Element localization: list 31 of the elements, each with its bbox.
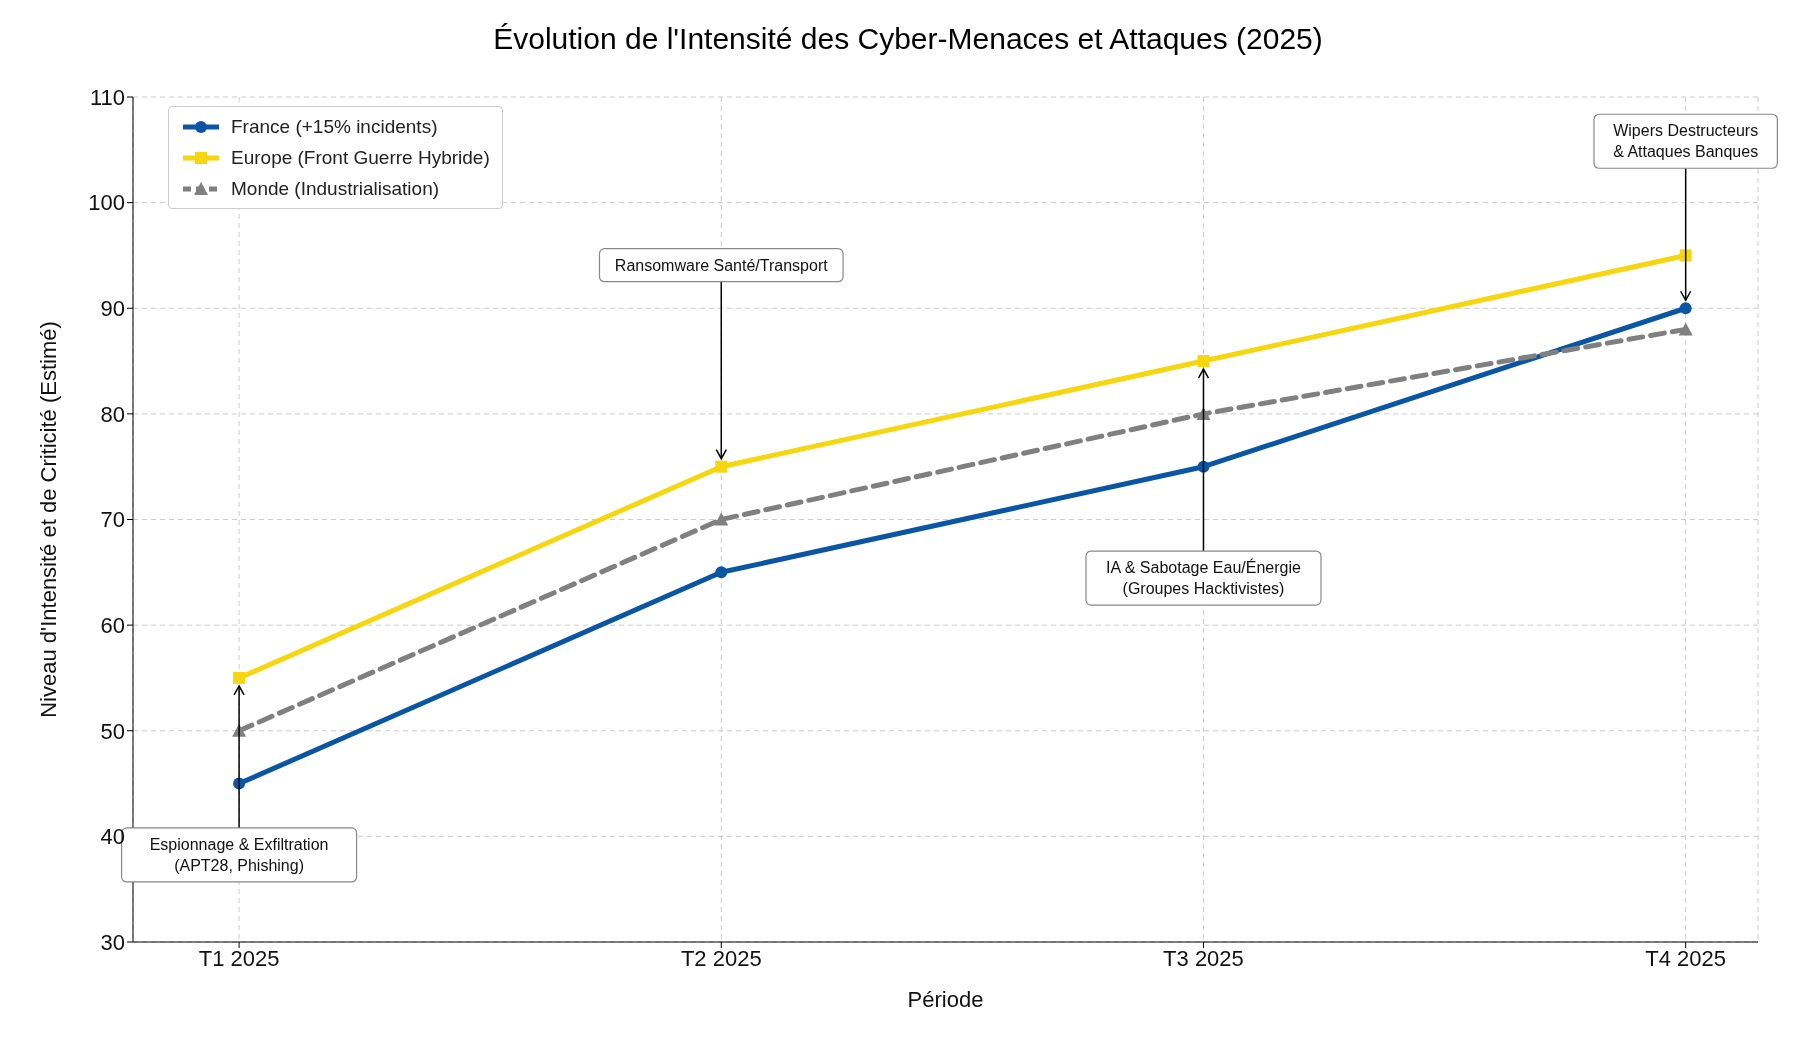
- point: [1197, 355, 1210, 368]
- x-tick-label: T2 2025: [680, 945, 762, 971]
- point: [1678, 322, 1693, 336]
- y-tick-label: 30: [100, 929, 125, 955]
- point: [715, 460, 728, 473]
- point: [1679, 302, 1692, 315]
- y-tick-label: 60: [100, 612, 125, 638]
- annotation: Wipers Destructeurs & Attaques Banques: [1613, 122, 1759, 161]
- point: [1679, 249, 1692, 262]
- y-tick-label: 100: [88, 190, 125, 216]
- x-tick-label: T1 2025: [198, 945, 280, 971]
- y-tick-label: 90: [100, 296, 125, 322]
- point: [714, 512, 729, 526]
- annotation: Espionnage & Exfiltration (APT28, Phishing): [149, 835, 329, 874]
- x-tick-label: T4 2025: [1645, 945, 1727, 971]
- point: [233, 671, 246, 684]
- legend-label: Europe (Front Guerre Hybride): [231, 146, 490, 169]
- y-tick-label: 80: [100, 401, 125, 427]
- chart-title: Évolution de l'Intensité des Cyber-Menaces et Attaques (2025): [492, 21, 1324, 57]
- annotation: IA & Sabotage Eau/Énergie (Groupes Hacktivistes): [1106, 558, 1301, 598]
- legend-label: Monde (Industrialisation): [231, 177, 440, 200]
- x-axis-title: Période: [907, 987, 984, 1012]
- y-tick-label: 50: [100, 718, 125, 744]
- annotation: Ransomware Santé/Transport: [614, 256, 829, 274]
- y-tick-label: 70: [100, 507, 125, 533]
- y-tick-label: 110: [89, 84, 125, 110]
- y-axis-title: Niveau d'Intensité et de Criticité (Estimé): [35, 321, 61, 718]
- y-tick-label: 40: [100, 824, 125, 850]
- legend-label: France (+15% incidents): [231, 115, 438, 138]
- point: [715, 566, 728, 579]
- x-tick-label: T3 2025: [1163, 945, 1244, 971]
